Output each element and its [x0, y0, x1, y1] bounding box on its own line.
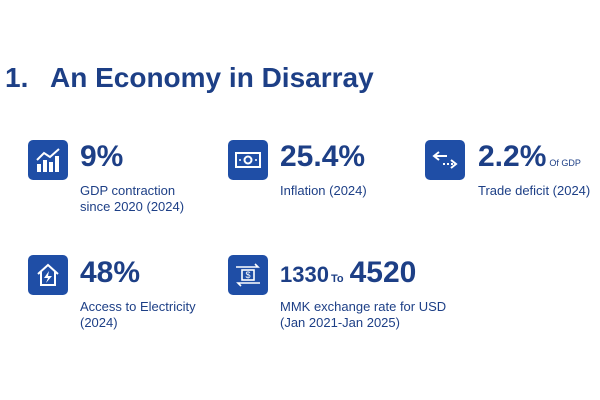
label-line: (2024) [80, 315, 118, 330]
icon-graphic [37, 263, 59, 286]
label-line: (Jan 2021-Jan 2025) [280, 315, 400, 330]
stat-value: 48% [80, 256, 141, 289]
stat-value: 9% [80, 140, 124, 173]
svg-text:$: $ [245, 270, 250, 280]
stat-label: GDP contraction since 2020 (2024) [80, 183, 184, 215]
electricity-icon [28, 255, 68, 295]
stat-label: Trade deficit (2024) [478, 183, 590, 199]
value-text: 4520 [349, 256, 417, 289]
trade-icon [425, 140, 465, 180]
stat-value: 1330 To 4520 [280, 256, 416, 296]
label-line: MMK exchange rate for USD [280, 299, 447, 314]
stat-value: 25.4% [280, 140, 366, 173]
icon-graphic: $ [236, 263, 260, 287]
icon-graphic [36, 148, 60, 172]
icon-graphic [235, 152, 261, 168]
value-text: 2.2% [478, 140, 547, 173]
label-line: GDP contraction [80, 183, 176, 198]
label-line: Access to Electricity [80, 299, 196, 314]
label-line: since 2020 (2024) [80, 199, 185, 214]
icon-graphic [432, 151, 458, 169]
stat-label: MMK exchange rate for USD (Jan 2021-Jan … [280, 299, 446, 331]
value-from: 1330 [280, 262, 329, 287]
value-suffix: Of GDP [549, 158, 581, 168]
label-line: Inflation (2024) [280, 183, 367, 198]
growth-icon [28, 140, 68, 180]
stat-label: Inflation (2024) [280, 183, 367, 199]
label-line: Trade deficit (2024) [478, 183, 591, 198]
money-icon [228, 140, 268, 180]
stat-value: 2.2% Of GDP [478, 140, 581, 180]
exchange-icon: $ [228, 255, 268, 295]
stat-label: Access to Electricity (2024) [80, 299, 196, 331]
value-connector: To [330, 273, 344, 285]
section-title: An Economy in Disarray [50, 62, 374, 93]
section-number: 1. [5, 62, 29, 93]
